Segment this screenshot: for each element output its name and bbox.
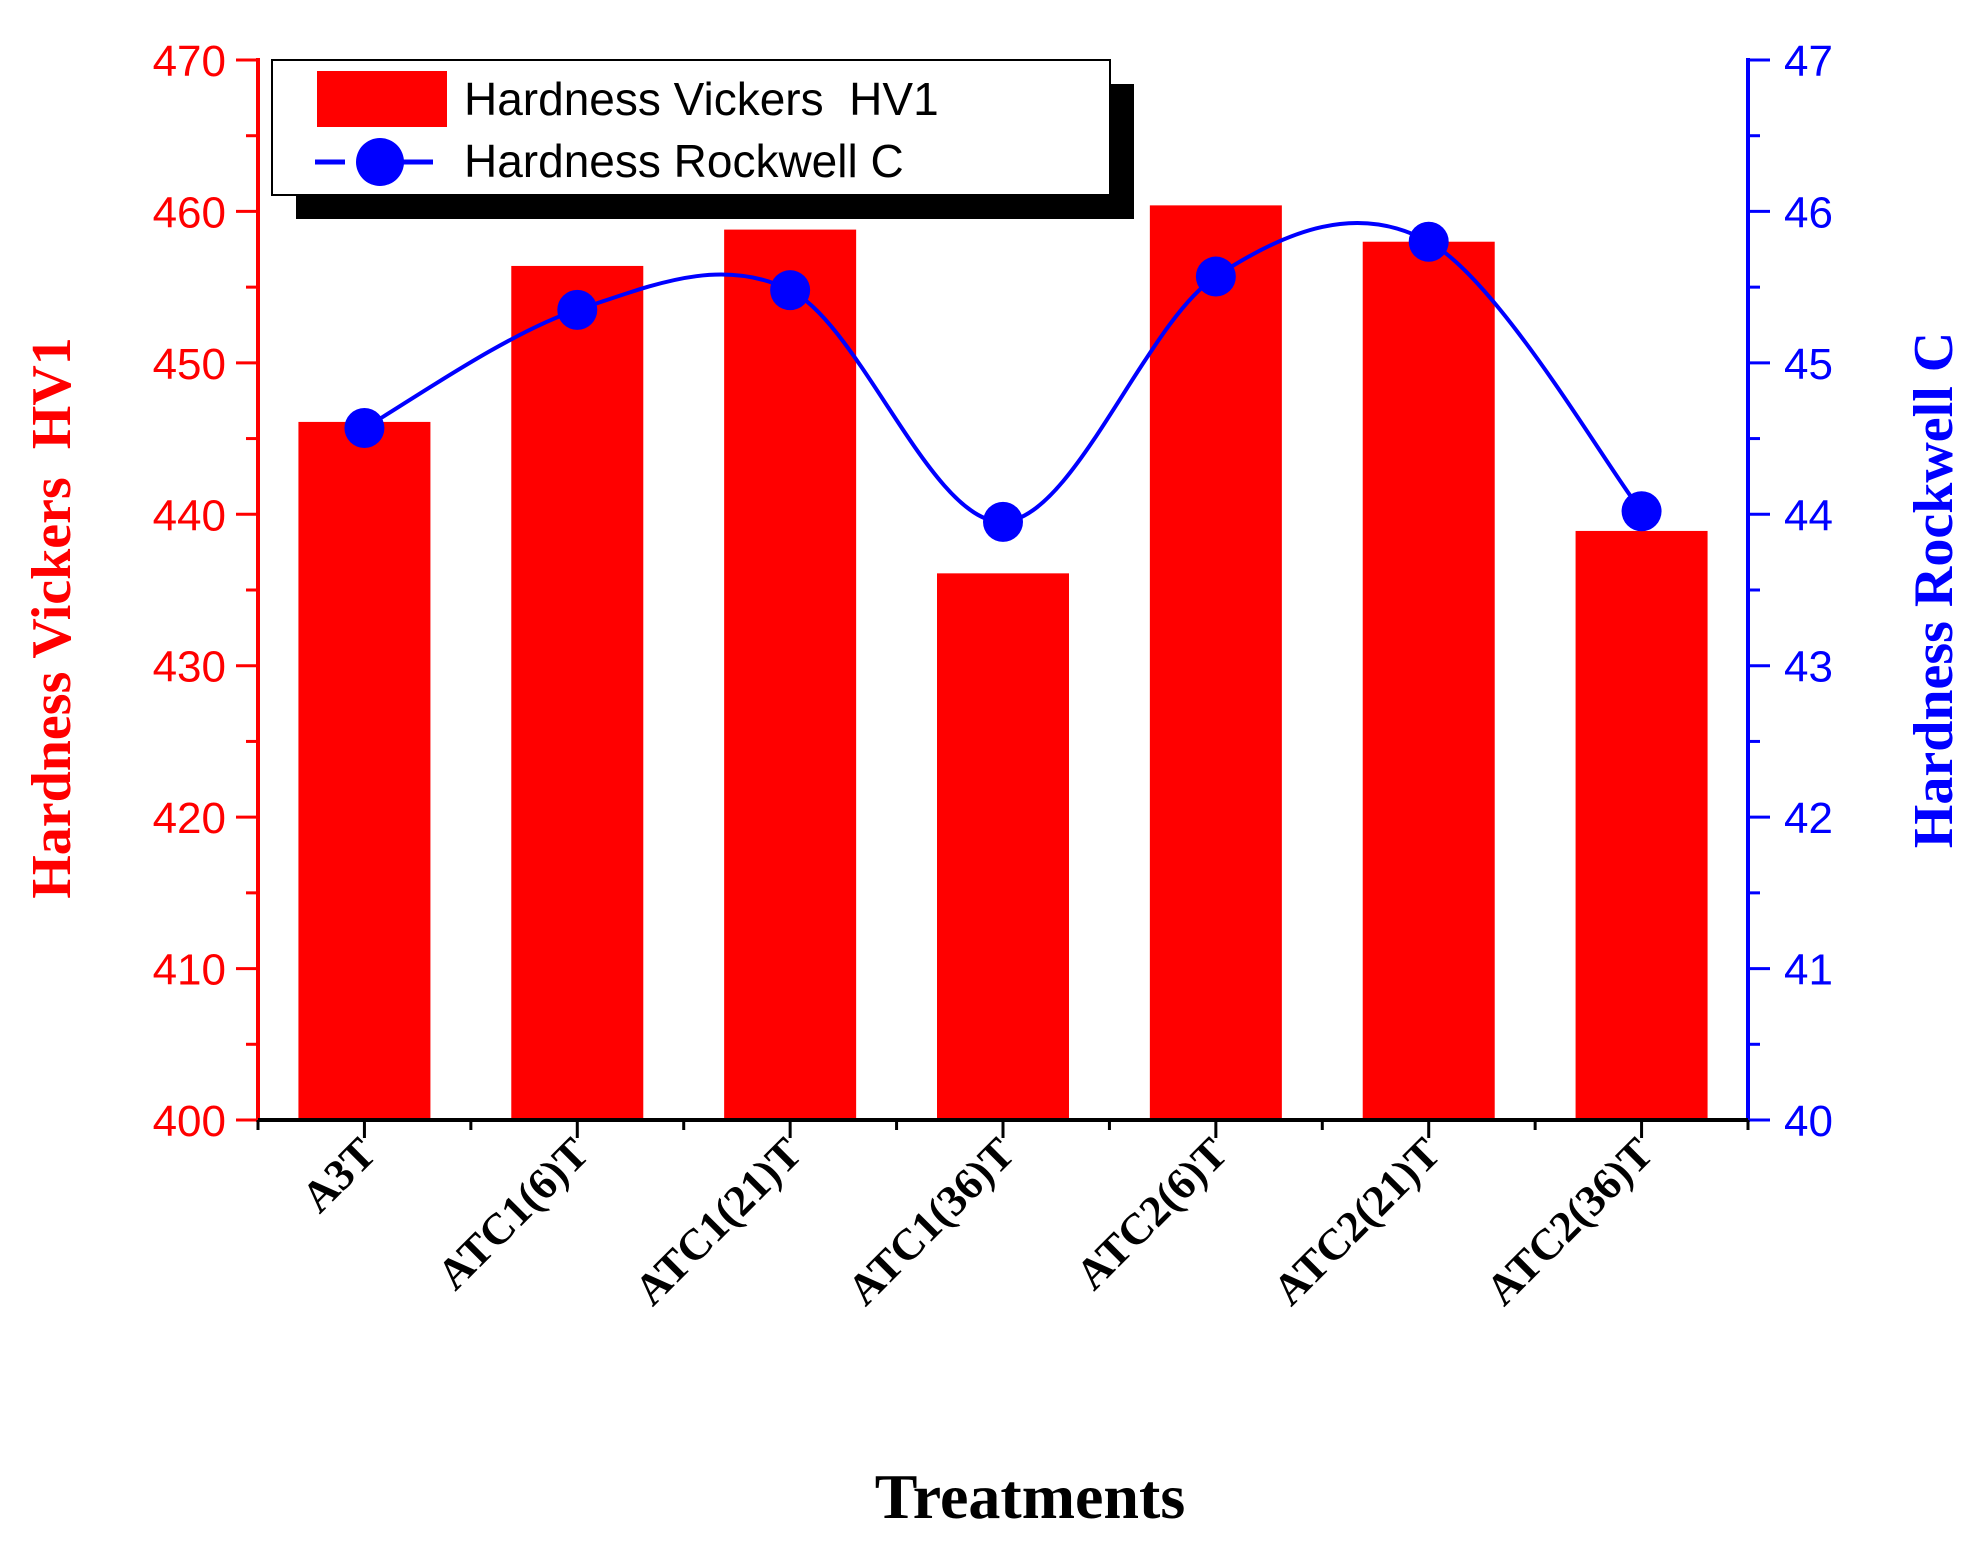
legend-bar-swatch: [317, 71, 447, 127]
x-tick-label: ATC1(6)T: [428, 1128, 599, 1299]
y-right-tick-label: 47: [1784, 37, 1833, 86]
legend-line-marker: [356, 138, 404, 186]
y-left-tick-label: 410: [153, 946, 226, 995]
y-left-tick-label: 420: [153, 794, 226, 843]
y-right-tick-label: 41: [1784, 946, 1833, 995]
bar: [937, 573, 1069, 1120]
y-left-tick-label: 450: [153, 340, 226, 389]
bar: [511, 265, 644, 1120]
y-left-tick-label: 460: [153, 188, 226, 237]
bar-series: [298, 205, 1708, 1121]
rockwell-point: [1408, 221, 1449, 262]
legend: Hardness Vickers HV1 Hardness Rockwell C: [271, 59, 1134, 219]
rockwell-point: [770, 270, 811, 311]
x-tick-label: ATC1(36)T: [838, 1128, 1024, 1314]
y-right-tick-label: 43: [1784, 643, 1833, 692]
bar: [1149, 205, 1282, 1120]
bar: [298, 421, 431, 1120]
y-left-tick-label: 430: [153, 643, 226, 692]
y-right-tick-label: 42: [1784, 794, 1833, 843]
legend-bar-label: Hardness Vickers HV1: [464, 73, 939, 125]
y-right-tick-label: 40: [1784, 1097, 1833, 1146]
x-tick-label: ATC2(21)T: [1264, 1128, 1450, 1314]
bar: [1362, 241, 1495, 1120]
x-tick-label: ATC1(21)T: [625, 1128, 811, 1314]
y-right-tick-label: 45: [1784, 340, 1833, 389]
y-axis-title-right: Hardness Rockwell C: [1903, 332, 1965, 848]
rockwell-point: [1195, 256, 1236, 297]
y-right-tick-label: 44: [1784, 491, 1833, 540]
rockwell-point: [344, 407, 385, 448]
y-right-tick-label: 46: [1784, 188, 1833, 237]
y-left-tick-label: 400: [153, 1097, 226, 1146]
x-tick-label: ATC2(36)T: [1476, 1128, 1662, 1314]
bar: [1575, 530, 1708, 1120]
rockwell-point: [557, 289, 598, 330]
rockwell-point: [1621, 491, 1662, 532]
y-left-tick-label: 470: [153, 37, 226, 86]
rockwell-point: [983, 501, 1023, 542]
y-axis-title-left: Hardness Vickers HV1: [21, 337, 83, 899]
line-series: [344, 221, 1662, 542]
bar: [724, 229, 857, 1121]
legend-line-label: Hardness Rockwell C: [464, 135, 904, 187]
x-tick-label: A3T: [292, 1128, 385, 1221]
x-tick-label: ATC2(6)T: [1066, 1128, 1237, 1299]
x-axis-title: Treatments: [875, 1461, 1185, 1532]
y-left-tick-label: 440: [153, 491, 226, 540]
